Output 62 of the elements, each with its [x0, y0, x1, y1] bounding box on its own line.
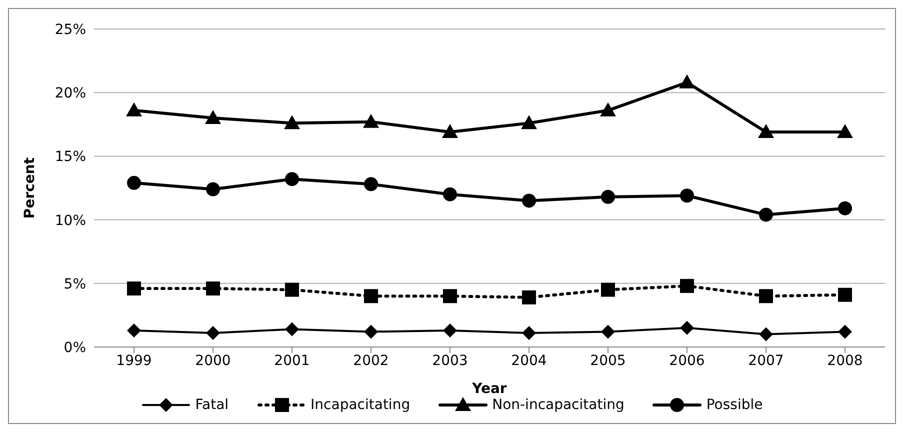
point	[600, 102, 616, 116]
point	[206, 182, 220, 196]
point	[363, 114, 379, 128]
x-axis-title: Year	[471, 381, 507, 397]
point	[601, 190, 615, 204]
y-axis-title: Percent	[22, 157, 38, 219]
y-tick-label: 10%	[54, 212, 86, 229]
point	[285, 172, 299, 186]
x-tick-label: 2002	[353, 352, 389, 369]
point	[443, 187, 457, 202]
point	[284, 115, 300, 130]
point	[364, 289, 378, 304]
legend-label: Incapacitating	[310, 397, 410, 413]
point	[522, 290, 536, 304]
point	[680, 278, 694, 293]
point	[521, 115, 537, 130]
x-tick-label: 2008	[827, 352, 863, 369]
point	[442, 124, 458, 138]
y-tick-label: 15%	[54, 149, 86, 166]
point	[206, 326, 220, 340]
point	[127, 176, 141, 190]
point	[443, 289, 457, 304]
y-tick-label: 5%	[64, 276, 86, 292]
point	[601, 282, 615, 297]
legend-label: Fatal	[195, 397, 229, 413]
x-tick-label: 2003	[432, 352, 468, 369]
x-tick-label: 2000	[195, 352, 231, 369]
point	[679, 74, 695, 88]
point	[758, 124, 774, 138]
point	[127, 323, 141, 338]
point	[759, 208, 773, 222]
y-tick-label: 0%	[64, 340, 86, 356]
point	[680, 320, 694, 335]
point	[443, 323, 457, 338]
x-tick-label: 2007	[748, 352, 784, 369]
point	[680, 188, 694, 203]
y-tick-label: 20%	[54, 86, 86, 102]
point	[205, 110, 221, 124]
x-tick-label: 2004	[511, 352, 547, 369]
point	[522, 194, 536, 208]
point	[759, 327, 773, 342]
legend-label: Possible	[706, 397, 763, 413]
x-tick-label: 2005	[590, 352, 626, 369]
point	[127, 281, 141, 296]
point	[206, 281, 220, 296]
x-tick-label: 2001	[274, 352, 310, 369]
x-tick-label: 1999	[116, 352, 152, 369]
point	[601, 324, 615, 339]
x-tick-label: 2006	[669, 352, 705, 369]
point	[838, 324, 852, 339]
point	[838, 288, 852, 302]
y-tick-label: 25%	[54, 22, 86, 38]
point	[837, 124, 853, 138]
point	[285, 322, 299, 336]
point	[759, 289, 773, 304]
point	[285, 282, 299, 297]
point	[126, 102, 142, 116]
legend-label: Non-incapacitating	[492, 397, 624, 413]
point	[838, 201, 852, 216]
point	[364, 324, 378, 339]
point	[522, 326, 536, 340]
point	[364, 177, 378, 192]
